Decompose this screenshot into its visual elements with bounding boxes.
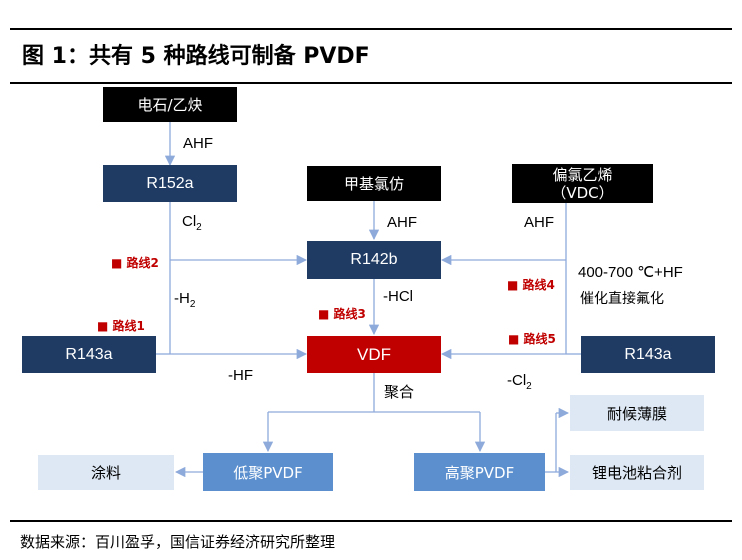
label-cl2-minus: -Cl2 [507,372,532,392]
route-marker-1: ■ 路线1 [97,319,145,333]
node-binder-label: 锂电池粘合剂 [591,464,682,482]
title-divider [10,28,732,30]
route-marker-3: ■ 路线3 [318,307,366,321]
node-r142b-label: R142b [350,251,398,268]
node-calcium-carbide: 电石/乙炔 [103,87,237,122]
node-r143a-right-label: R143a [624,345,672,363]
label-temp: 400-700 ℃+HF [578,264,683,281]
node-coating-label: 涂料 [90,464,121,482]
node-coating: 涂料 [38,455,174,490]
figure-title: 图 1：共有 5 种路线可制备 PVDF [22,44,370,69]
node-vdc-label-1: 偏氯乙烯 [552,165,613,184]
node-film-label: 耐候薄膜 [606,404,667,423]
footer-divider [10,520,732,522]
label-ahf-mid: AHF [387,214,417,231]
node-calcium-carbide-label: 电石/乙炔 [137,96,203,114]
node-low-pvdf: 低聚PVDF [203,453,333,491]
label-ahf-right: AHF [524,214,554,231]
node-r142b: R142b [307,241,441,279]
node-vdf: VDF [307,336,441,373]
node-low-pvdf-label: 低聚PVDF [233,463,303,482]
node-methyl-chloroform-label: 甲基氯仿 [343,175,404,193]
node-binder: 锂电池粘合剂 [570,455,704,490]
node-r143a-left: R143a [22,336,156,373]
source-note: 数据来源：百川盈孚，国信证券经济研究所整理 [20,533,336,551]
label-hcl: -HCl [383,288,413,305]
label-polymerize: 聚合 [384,383,415,401]
node-vdc-label-2: （VDC） [551,183,614,202]
node-vdf-label: VDF [357,344,391,364]
label-cl2-sub: 2 [196,222,202,233]
title-underline [10,82,732,84]
label-ahf-top: AHF [183,135,213,152]
node-methyl-chloroform: 甲基氯仿 [307,166,441,201]
label-hf: -HF [228,367,253,384]
label-catalytic: 催化直接氟化 [580,291,664,307]
route-marker-2: ■ 路线2 [111,256,159,270]
route-marker-5: ■ 路线5 [508,332,556,346]
label-h2-main: -H [174,290,190,307]
label-cl2: Cl2 [182,213,202,233]
label-cl2-main: Cl [182,213,197,230]
label-cl2-minus-main: -Cl [507,372,527,389]
node-r143a-left-label: R143a [65,345,113,363]
label-h2: -H2 [174,290,195,310]
route-marker-4: ■ 路线4 [507,278,555,292]
node-film: 耐候薄膜 [570,395,704,431]
label-h2-sub: 2 [189,299,196,310]
node-r152a: R152a [103,165,237,202]
node-high-pvdf: 高聚PVDF [414,453,545,491]
node-r152a-label: R152a [146,174,194,192]
node-vdc: 偏氯乙烯 （VDC） [512,164,653,203]
label-cl2-minus-sub: 2 [526,381,532,392]
node-r143a-right: R143a [581,336,715,373]
node-high-pvdf-label: 高聚PVDF [444,463,515,482]
